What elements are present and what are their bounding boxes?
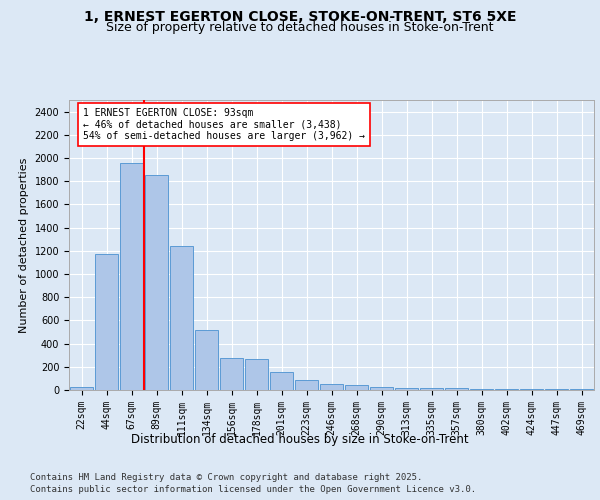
Text: 1 ERNEST EGERTON CLOSE: 93sqm
← 46% of detached houses are smaller (3,438)
54% o: 1 ERNEST EGERTON CLOSE: 93sqm ← 46% of d…: [83, 108, 365, 142]
Bar: [295, 380, 318, 390]
Bar: [195, 330, 218, 390]
Text: Size of property relative to detached houses in Stoke-on-Trent: Size of property relative to detached ho…: [106, 21, 494, 34]
Bar: [170, 246, 193, 390]
Y-axis label: Number of detached properties: Number of detached properties: [19, 158, 29, 332]
Text: Distribution of detached houses by size in Stoke-on-Trent: Distribution of detached houses by size …: [131, 432, 469, 446]
Bar: [270, 372, 293, 390]
Bar: [95, 254, 118, 390]
Bar: [370, 386, 393, 390]
Bar: [120, 162, 143, 390]
Text: Contains public sector information licensed under the Open Government Licence v3: Contains public sector information licen…: [30, 485, 476, 494]
Text: Contains HM Land Registry data © Crown copyright and database right 2025.: Contains HM Land Registry data © Crown c…: [30, 472, 422, 482]
Bar: [420, 388, 443, 390]
Bar: [345, 386, 368, 390]
Bar: [395, 388, 418, 390]
Text: 1, ERNEST EGERTON CLOSE, STOKE-ON-TRENT, ST6 5XE: 1, ERNEST EGERTON CLOSE, STOKE-ON-TRENT,…: [84, 10, 516, 24]
Bar: [245, 358, 268, 390]
Bar: [220, 358, 243, 390]
Bar: [145, 176, 168, 390]
Bar: [70, 386, 93, 390]
Bar: [320, 384, 343, 390]
Bar: [445, 388, 468, 390]
